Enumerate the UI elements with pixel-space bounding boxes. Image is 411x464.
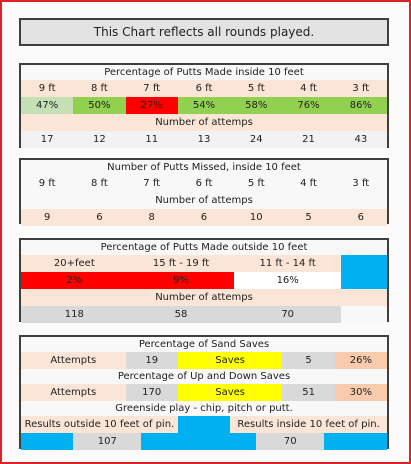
attempts-cell: 11	[145, 134, 159, 145]
outside-results-value: 107	[73, 433, 142, 450]
blue-fill-block	[141, 433, 257, 450]
attempts-cell: 6	[357, 212, 365, 223]
blue-fill-block	[324, 433, 387, 450]
putts-made-outside-card: Percentage of Putts Made outside 10 feet…	[19, 238, 389, 323]
sand-save-percent: 26%	[334, 352, 387, 369]
distance-label: 9 ft	[38, 178, 56, 189]
attempts-label-row: Number of attemps	[21, 289, 387, 306]
distance-label: 4 ft	[300, 83, 317, 94]
attempts-cell: 12	[93, 134, 106, 145]
attempts-row: 118 58 70	[21, 306, 341, 323]
attempts-cell: 6	[96, 212, 103, 223]
attempts-cell: 43	[354, 134, 368, 145]
attempts-cell: 58	[174, 309, 188, 320]
attempts-cell: 10	[249, 212, 263, 223]
percent-cell: 9%	[127, 272, 235, 289]
percent-cell: 76%	[282, 97, 335, 114]
percent-row: 2% 9% 16%	[21, 272, 342, 289]
sand-saves-value: 5	[282, 352, 335, 369]
sand-row: Attempts 19 Saves 5 26%	[21, 352, 387, 369]
card-title: Percentage of Putts Made inside 10 feet	[104, 67, 304, 78]
card-title: Number of Putts Missed, inside 10 feet	[107, 162, 301, 173]
greenside-title: Greenside play - chip, pitch or putt.	[115, 403, 293, 414]
updown-save-percent: 30%	[334, 384, 387, 401]
distance-label: 8 ft	[91, 83, 108, 94]
updown-attempts-label: Attempts	[21, 384, 126, 401]
distance-label: 9 ft	[38, 83, 56, 94]
outside-results-label: Results outside 10 feet of pin.	[21, 416, 178, 433]
inside-results-value: 70	[256, 433, 325, 450]
distance-label: 6 ft	[195, 83, 213, 94]
distance-label: 5 ft	[247, 178, 265, 189]
sand-attempts-label: Attempts	[21, 352, 126, 369]
blue-fill-block	[177, 416, 231, 433]
distance-label: 4 ft	[300, 178, 317, 189]
percent-cell: 16%	[234, 272, 342, 289]
page-banner: This Chart reflects all rounds played.	[19, 18, 389, 46]
distance-label: 5 ft	[247, 83, 265, 94]
card-title: Percentage of Putts Made outside 10 feet	[100, 242, 308, 253]
blue-fill-block	[341, 255, 387, 289]
attempts-label-row: Number of attemps	[155, 195, 253, 206]
greenside-value-row: 107 70	[21, 433, 387, 450]
updown-row: Attempts 170 Saves 51 30%	[21, 384, 387, 401]
distance-label: 3 ft	[352, 178, 370, 189]
greenside-label-row: Results outside 10 feet of pin. Results …	[21, 416, 387, 433]
distance-label: 6 ft	[195, 178, 213, 189]
putts-made-inside-card: Percentage of Putts Made inside 10 feet …	[19, 63, 389, 148]
attempts-cell: 17	[40, 134, 54, 145]
attempts-row: 9 6 8 6 10 5 6	[21, 209, 387, 226]
range-label: 11 ft - 14 ft	[259, 258, 316, 269]
attempts-cell: 5	[305, 212, 312, 223]
distance-label: 3 ft	[352, 83, 370, 94]
attempts-cell: 24	[249, 134, 263, 145]
distance-label: 7 ft	[143, 178, 161, 189]
putts-missed-inside-card: Number of Putts Missed, inside 10 feet 9…	[19, 158, 389, 226]
updown-attempts-value: 170	[125, 384, 178, 401]
range-row: 20+feet 15 ft - 19 ft 11 ft - 14 ft	[21, 255, 341, 272]
sand-attempts-value: 19	[125, 352, 178, 369]
attempts-cell: 21	[302, 134, 315, 145]
sand-saves-label: Saves	[177, 352, 283, 369]
outside-body: 20+feet 15 ft - 19 ft 11 ft - 14 ft 2% 9…	[21, 255, 387, 289]
percent-cell: 2%	[21, 272, 128, 289]
percent-cell: 27%	[125, 97, 178, 114]
updown-saves-label: Saves	[177, 384, 283, 401]
percent-cell: 47%	[21, 97, 74, 114]
distance-label: 7 ft	[143, 83, 161, 94]
range-label: 15 ft - 19 ft	[152, 258, 210, 269]
percent-cell: 58%	[230, 97, 283, 114]
percent-row: 47% 50% 27% 54% 58% 76% 86%	[21, 97, 387, 114]
percent-cell: 50%	[73, 97, 126, 114]
attempts-cell: 8	[148, 212, 155, 223]
range-label: 20+feet	[53, 258, 95, 269]
percent-cell: 86%	[334, 97, 387, 114]
attempts-label-row: Number of attemps	[21, 114, 387, 131]
sand-title: Percentage of Sand Saves	[138, 339, 270, 350]
blue-fill-block	[21, 433, 74, 450]
updown-saves-value: 51	[282, 384, 335, 401]
updown-title: Percentage of Up and Down Saves	[117, 371, 291, 382]
distance-label: 8 ft	[91, 178, 108, 189]
attempts-cell: 6	[200, 212, 208, 223]
attempts-cell: 13	[197, 134, 211, 145]
attempts-cell: 118	[64, 309, 84, 320]
inside-results-label: Results inside 10 feet of pin.	[230, 416, 387, 433]
saves-card: Percentage of Sand Saves Attempts 19 Sav…	[19, 335, 389, 450]
percent-cell: 54%	[177, 97, 231, 114]
attempts-cell: 70	[281, 309, 295, 320]
attempts-row: 17 12 11 13 24 21 43	[21, 131, 387, 148]
distance-row: 9 ft 8 ft 7 ft 6 ft 5 ft 4 ft 3 ft	[21, 80, 387, 97]
distance-row: 9 ft 8 ft 7 ft 6 ft 5 ft 4 ft 3 ft	[21, 175, 387, 192]
attempts-cell: 9	[43, 212, 51, 223]
